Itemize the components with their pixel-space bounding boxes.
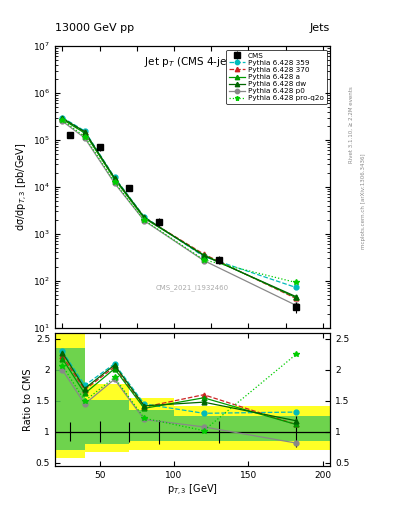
Pythia 6.428 dw	[60, 115, 65, 121]
Pythia 6.428 359	[294, 284, 298, 290]
Bar	[55, 333, 85, 458]
Pythia 6.428 a	[142, 215, 147, 221]
Text: 13000 GeV pp: 13000 GeV pp	[55, 23, 134, 33]
Pythia 6.428 359	[201, 253, 206, 260]
Text: Rivet 3.1.10, ≥ 2.2M events: Rivet 3.1.10, ≥ 2.2M events	[349, 87, 354, 163]
Bar	[174, 406, 263, 451]
Text: mcplots.cern.ch [arXiv:1306.3436]: mcplots.cern.ch [arXiv:1306.3436]	[361, 153, 366, 249]
Pythia 6.428 359	[142, 214, 147, 220]
Line: Pythia 6.428 pro-q2o: Pythia 6.428 pro-q2o	[60, 118, 299, 285]
Legend: CMS, Pythia 6.428 359, Pythia 6.428 370, Pythia 6.428 a, Pythia 6.428 dw, Pythia: CMS, Pythia 6.428 359, Pythia 6.428 370,…	[226, 50, 327, 104]
Text: Jet p$_T$ (CMS 4-jets): Jet p$_T$ (CMS 4-jets)	[144, 55, 241, 69]
Pythia 6.428 370	[142, 215, 147, 221]
Text: CMS_2021_I1932460: CMS_2021_I1932460	[156, 284, 229, 291]
Line: Pythia 6.428 p0: Pythia 6.428 p0	[60, 119, 298, 308]
Pythia 6.428 p0	[83, 135, 87, 141]
Pythia 6.428 a	[112, 176, 117, 182]
Pythia 6.428 dw	[112, 175, 117, 181]
Bar	[129, 410, 174, 441]
Bar	[174, 416, 263, 441]
Line: Pythia 6.428 a: Pythia 6.428 a	[60, 117, 298, 300]
Bar	[55, 348, 85, 451]
Pythia 6.428 p0	[112, 180, 117, 186]
Pythia 6.428 pro-q2o	[142, 217, 147, 223]
Bar	[263, 416, 330, 441]
Bar	[263, 406, 330, 451]
Pythia 6.428 pro-q2o	[201, 257, 206, 263]
Pythia 6.428 359	[83, 128, 87, 134]
Pythia 6.428 dw	[83, 129, 87, 135]
Y-axis label: dσ/dp$_{T,3}$ [pb/GeV]: dσ/dp$_{T,3}$ [pb/GeV]	[15, 143, 30, 231]
Pythia 6.428 pro-q2o	[112, 179, 117, 185]
Bar	[85, 400, 129, 444]
Pythia 6.428 370	[60, 116, 65, 122]
Pythia 6.428 359	[60, 115, 65, 121]
Pythia 6.428 p0	[294, 302, 298, 308]
Bar	[85, 383, 129, 452]
Pythia 6.428 dw	[294, 293, 298, 300]
Pythia 6.428 359	[112, 174, 117, 180]
Y-axis label: Ratio to CMS: Ratio to CMS	[23, 368, 33, 431]
Pythia 6.428 p0	[142, 218, 147, 224]
Bar	[129, 398, 174, 451]
Pythia 6.428 370	[201, 251, 206, 257]
Pythia 6.428 370	[83, 130, 87, 136]
Pythia 6.428 a	[294, 294, 298, 301]
Pythia 6.428 dw	[201, 252, 206, 259]
Pythia 6.428 p0	[201, 258, 206, 264]
Pythia 6.428 pro-q2o	[294, 280, 298, 286]
Pythia 6.428 370	[112, 176, 117, 182]
Pythia 6.428 pro-q2o	[60, 117, 65, 123]
Line: Pythia 6.428 359: Pythia 6.428 359	[60, 115, 298, 290]
Pythia 6.428 p0	[60, 118, 65, 124]
Text: Jets: Jets	[310, 23, 330, 33]
Line: Pythia 6.428 dw: Pythia 6.428 dw	[60, 116, 298, 299]
Pythia 6.428 a	[201, 252, 206, 258]
Pythia 6.428 a	[83, 130, 87, 136]
Pythia 6.428 370	[294, 295, 298, 302]
Line: Pythia 6.428 370: Pythia 6.428 370	[60, 117, 298, 301]
Pythia 6.428 a	[60, 116, 65, 122]
Pythia 6.428 dw	[142, 214, 147, 220]
Pythia 6.428 pro-q2o	[83, 134, 87, 140]
X-axis label: p$_{T,3}$ [GeV]: p$_{T,3}$ [GeV]	[167, 482, 218, 498]
